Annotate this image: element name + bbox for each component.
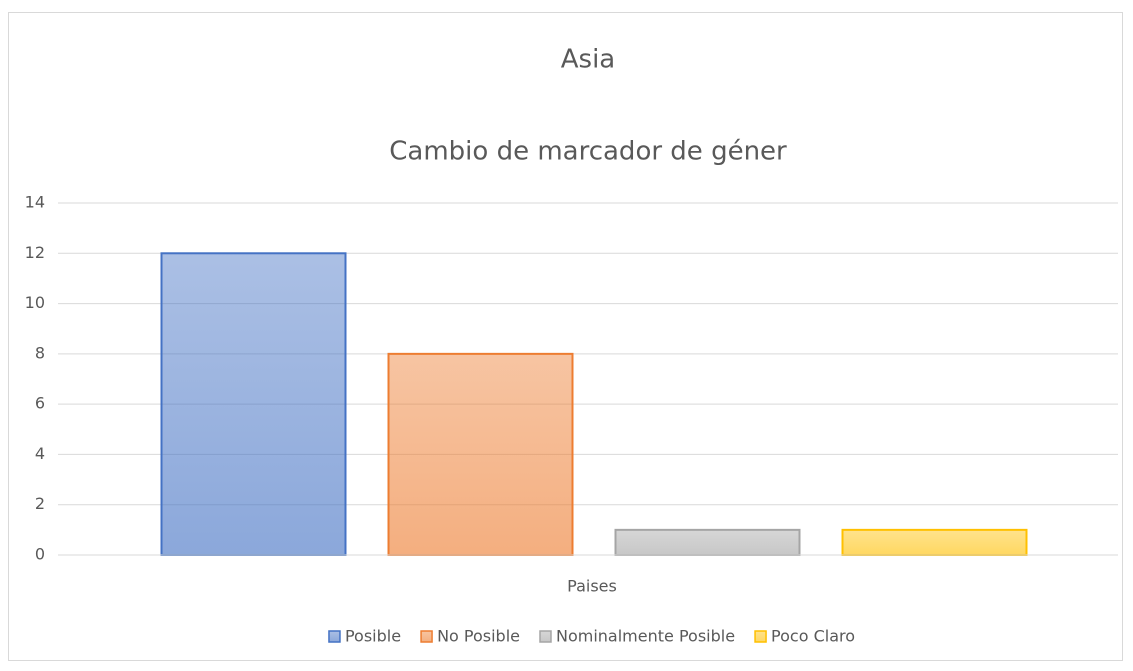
y-tick-label: 10 [25, 293, 45, 312]
legend-swatch [754, 630, 767, 643]
y-tick-label: 8 [35, 343, 45, 362]
y-tick-label: 2 [35, 494, 45, 513]
y-tick-label: 14 [25, 193, 45, 212]
legend-swatch [328, 630, 341, 643]
legend-label: Nominalmente Posible [556, 627, 735, 646]
y-tick-label: 4 [35, 444, 45, 463]
legend: Posible No Posible Nominalmente Posible Poc… [328, 627, 855, 646]
y-tick-label: 0 [35, 545, 45, 564]
legend-swatch [420, 630, 433, 643]
y-tick-label: 6 [35, 394, 45, 413]
bar [841, 528, 1028, 556]
chart-title: Asia [561, 45, 616, 75]
legend-swatch [539, 630, 552, 643]
legend-label: Posible [345, 627, 401, 646]
y-tick-label: 12 [25, 243, 45, 262]
legend-label: No Posible [437, 627, 520, 646]
chart-subtitle: Cambio de marcador de géner [389, 137, 787, 167]
legend-label: Poco Claro [771, 627, 855, 646]
bar [387, 352, 574, 556]
bar [160, 252, 347, 557]
bar [614, 528, 801, 556]
x-tick-label: Paises [567, 577, 617, 596]
